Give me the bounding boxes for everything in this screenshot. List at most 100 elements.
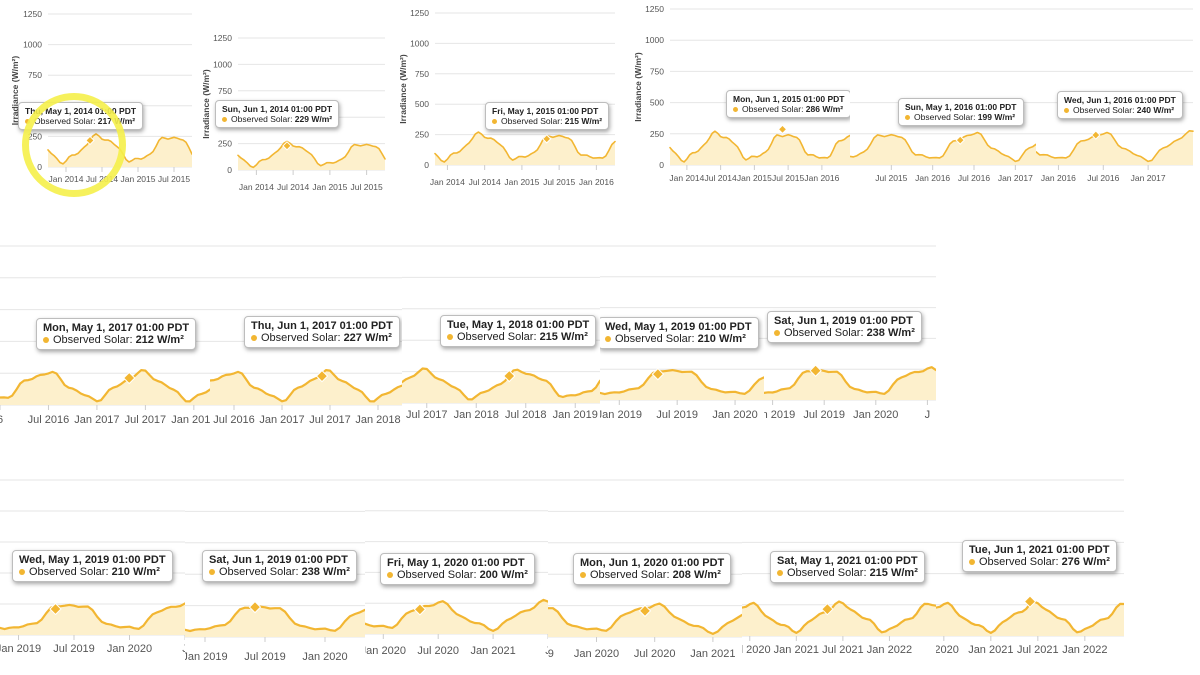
tooltip-row: Observed Solar: 238 W/m² <box>209 566 350 578</box>
tooltip-row: Observed Solar: 208 W/m² <box>580 569 724 581</box>
x-tick-label: Jul 2018 <box>505 409 547 421</box>
tooltip-separator: : <box>560 116 565 126</box>
chart-panel-17: l 2020 Jan 2021 Jul 2021 Jan 2022 Tue, Jun 1… <box>936 445 1124 675</box>
tooltip-row: Observed Solar: 210 W/m² <box>605 333 752 345</box>
x-tick-label: Jan 2014 <box>430 177 465 187</box>
y-tick-label: 750 <box>415 69 429 79</box>
tooltip: Sun, Jun 1, 2014 01:00 PDT Observed Solar… <box>215 100 340 128</box>
series-dot-icon <box>19 569 25 576</box>
tooltip-title: Sat, Jun 1, 2019 01:00 PDT <box>209 554 348 566</box>
tooltip-series-name: Observed Solar <box>29 566 106 578</box>
x-tick-label: Jan 2016 <box>579 177 614 187</box>
x-tick-label: Jan 2020 <box>302 651 347 663</box>
tooltip: Fri, May 1, 2015 01:00 PDT Observed Solar… <box>485 102 610 130</box>
series-dot-icon <box>447 334 453 341</box>
highlighted-point-marker[interactable] <box>413 603 427 616</box>
chart-panel-3: 0 250 500 750 1000 1250 Irradiance (W/m²) Jan 2… <box>390 0 618 200</box>
tooltip-series-name: Observed Solar <box>914 112 974 122</box>
tooltip-row: Observed Solar: 215 W/m² <box>492 116 602 126</box>
chart-svg-9: Jul 2017 Jan 2018 Jul 2018 Jan 2019 <box>402 245 600 421</box>
highlighted-point-marker[interactable] <box>809 364 822 377</box>
tooltip-series-name: Observed Solar <box>590 569 667 581</box>
x-tick-label: Jan 2022 <box>1062 644 1107 656</box>
highlighted-point-marker[interactable] <box>1091 130 1101 140</box>
series-dot-icon <box>251 335 257 342</box>
series-dot-icon <box>1064 108 1069 114</box>
series-line <box>669 130 850 163</box>
highlighted-point-marker[interactable] <box>123 371 136 385</box>
highlighted-point-marker[interactable] <box>49 602 62 616</box>
y-tick-label: 750 <box>28 70 42 80</box>
x-tick-label: Jan 2014 <box>669 173 704 183</box>
highlighted-point-marker[interactable] <box>821 602 834 616</box>
highlighted-point-marker[interactable] <box>651 367 665 381</box>
chart-panel-9: Jul 2017 Jan 2018 Jul 2018 Jan 2019 Tue, May… <box>402 205 600 440</box>
x-tick-label: Jan 2022 <box>867 644 912 656</box>
tooltip: Sun, May 1, 2016 01:00 PDT Observed Solar… <box>898 98 1024 126</box>
x-tick-label: Jan 2019 <box>185 651 228 663</box>
x-tick-label: Jul 2017 <box>125 414 167 426</box>
tooltip-title: Wed, May 1, 2019 01:00 PDT <box>19 554 166 566</box>
chart-panel-4: 0 250 500 750 1000 1250 Irradiance (W/m²) Jan 2… <box>628 0 850 195</box>
tooltip-title: Tue, Jun 1, 2021 01:00 PDT <box>969 544 1110 556</box>
x-tick-label: Jul 2020 <box>417 645 459 657</box>
y-tick-label: 500 <box>415 99 429 109</box>
tooltip-series-name: Observed Solar <box>53 334 130 346</box>
series-line <box>0 369 210 403</box>
highlighted-point-marker[interactable] <box>777 124 788 135</box>
highlighted-point-marker[interactable] <box>503 369 516 383</box>
x-tick-label: Jan 2021 <box>690 648 735 660</box>
series-area <box>185 606 365 637</box>
x-tick-label: Jan 2020 <box>107 643 152 655</box>
tooltip: Wed, Jun 1, 2016 01:00 PDT Observed Solar… <box>1057 91 1183 119</box>
tooltip-series-name: Observed Solar <box>261 332 338 344</box>
tooltip: Sat, Jun 1, 2019 01:00 PDT Observed Solar… <box>767 311 922 343</box>
chart-svg-7: 6 Jul 2016 Jan 2017 Jul 2017 Jan 2018 <box>0 245 210 426</box>
y-tick-label: 0 <box>659 160 664 170</box>
series-line <box>1036 130 1194 163</box>
highlighted-point-marker[interactable] <box>542 134 552 144</box>
series-area <box>670 131 850 165</box>
series-area <box>210 370 402 405</box>
series-line <box>365 598 548 632</box>
tooltip-title: Wed, Jun 1, 2016 01:00 PDT <box>1064 95 1176 105</box>
tooltip-row: Observed Solar: 215 W/m² <box>777 567 918 579</box>
x-tick-label: Jan 2020 <box>853 409 898 421</box>
tooltip-title: Sat, May 1, 2021 01:00 PDT <box>777 555 918 567</box>
x-tick-label: Jan 2020 <box>365 645 406 657</box>
x-tick-label: J <box>545 645 548 657</box>
tooltip-separator: : <box>666 569 673 581</box>
series-dot-icon <box>222 117 227 123</box>
highlighted-point-marker[interactable] <box>315 369 329 383</box>
series-dot-icon <box>43 337 49 344</box>
x-tick-label: Jan 2019 <box>764 409 795 421</box>
tooltip: Thu, Jun 1, 2017 01:00 PDT Observed Solar… <box>244 316 400 348</box>
tooltip-series-name: Observed Solar <box>979 556 1056 568</box>
series-line <box>742 600 936 634</box>
highlighted-point-marker[interactable] <box>955 135 965 145</box>
tooltip-title: Thu, Jun 1, 2017 01:00 PDT <box>251 320 393 332</box>
series-area <box>600 370 764 400</box>
tooltip-separator: : <box>337 332 344 344</box>
tooltip-row: Observed Solar: 240 W/m² <box>1064 105 1176 115</box>
tooltip-row: Observed Solar: 238 W/m² <box>774 327 915 339</box>
x-tick-label: Jan 2017 <box>74 414 119 426</box>
series-area <box>850 132 1036 165</box>
x-tick-label: Jan 2018 <box>454 409 499 421</box>
highlighted-point-marker[interactable] <box>1023 595 1037 608</box>
x-tick-label: Jan 2014 <box>239 182 274 192</box>
series-dot-icon <box>605 336 611 343</box>
y-axis-title: Irradiance (W/m²) <box>10 56 20 126</box>
highlighted-point-marker[interactable] <box>638 604 652 618</box>
tooltip-value: 212 W/m² <box>135 334 184 346</box>
series-area <box>1036 130 1193 165</box>
highlighted-point-marker[interactable] <box>282 141 292 151</box>
highlighted-point-marker[interactable] <box>248 600 262 614</box>
x-tick-label: J <box>925 409 931 421</box>
series-area <box>0 603 185 635</box>
x-tick-label: Jan 2021 <box>774 644 819 656</box>
